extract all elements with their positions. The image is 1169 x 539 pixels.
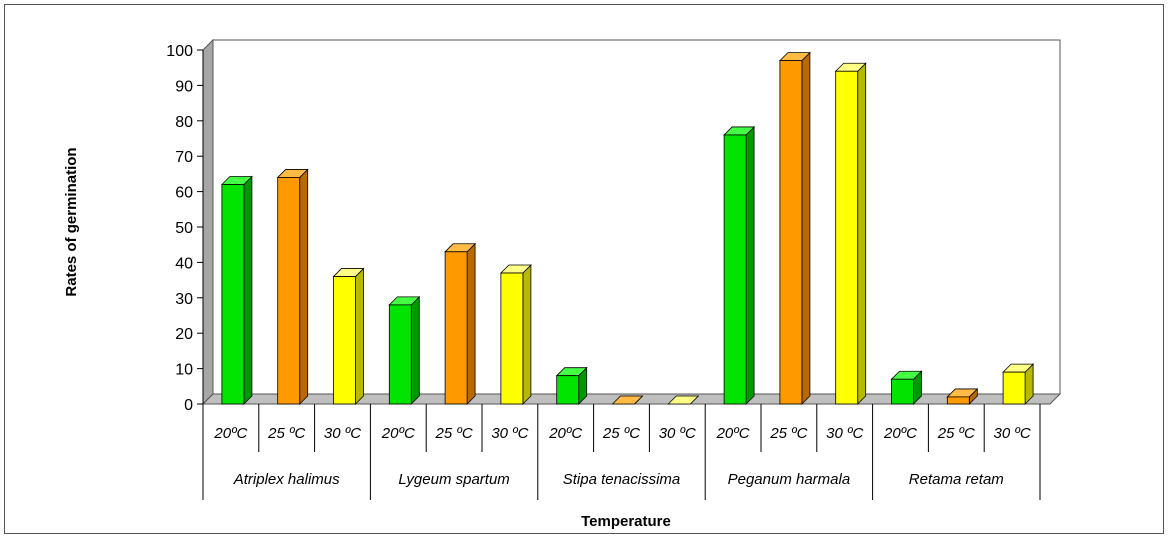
bar-side <box>299 168 309 405</box>
y-tick-label: 10 <box>175 362 193 379</box>
bar <box>834 62 867 405</box>
y-tick-label: 60 <box>175 185 193 202</box>
y-tick-label: 100 <box>166 43 193 60</box>
bar <box>778 51 811 405</box>
bar-front <box>779 60 803 405</box>
temperature-label: 30 ºC <box>659 425 696 442</box>
bar <box>388 295 421 405</box>
temperature-label: 30 ºC <box>826 425 863 442</box>
bar <box>332 267 365 405</box>
temperature-label: 30 ºC <box>994 425 1031 442</box>
bar-front <box>500 272 524 405</box>
bar-front <box>1002 371 1026 405</box>
temperature-label: 25 ºC <box>435 425 473 442</box>
bar-front <box>723 134 747 405</box>
species-label: Atriplex halimus <box>233 471 340 488</box>
bar <box>890 370 923 405</box>
temperature-label: 30 ºC <box>491 425 528 442</box>
temperature-label: 20ºC <box>381 425 415 442</box>
bar-side <box>745 125 755 405</box>
temperature-label: 30 ºC <box>324 425 361 442</box>
temperature-label: 20ºC <box>716 425 750 442</box>
bar <box>276 168 309 405</box>
y-tick-label: 50 <box>175 220 193 237</box>
bar-front <box>556 375 580 405</box>
bar <box>220 175 253 405</box>
species-label: Retama retam <box>909 471 1004 488</box>
species-label: Lygeum spartum <box>398 471 509 488</box>
bar-front <box>388 304 412 405</box>
bar <box>1002 363 1035 405</box>
species-label: Peganum harmala <box>728 471 851 488</box>
temperature-label: 20ºC <box>548 425 582 442</box>
bar-front <box>221 184 245 405</box>
bar-front <box>333 276 356 405</box>
bar <box>444 242 477 405</box>
temperature-label: 25 ºC <box>769 425 807 442</box>
y-tick-label: 40 <box>175 255 193 272</box>
y-tick-label: 90 <box>175 78 193 95</box>
bar-front <box>444 251 468 405</box>
bar-side <box>243 175 253 405</box>
bar-front <box>835 70 859 405</box>
bar <box>555 366 588 405</box>
bar <box>611 395 644 405</box>
bar-top <box>667 395 700 405</box>
bar-front <box>946 396 970 405</box>
temperature-label: 25 ºC <box>267 425 305 442</box>
bar <box>946 387 979 405</box>
y-tick-label: 70 <box>175 149 193 166</box>
bar-side <box>857 62 867 405</box>
species-label: Stipa tenacissima <box>563 471 681 488</box>
bar-side <box>801 51 811 405</box>
y-axis-title: Rates of germination <box>63 147 80 296</box>
bar-front <box>891 378 914 405</box>
bar-front <box>277 177 301 405</box>
x-axis-title: Temperature <box>581 513 671 530</box>
bar <box>667 395 700 405</box>
temperature-label: 25 ºC <box>937 425 975 442</box>
temperature-label: 20ºC <box>213 425 247 442</box>
bar-side <box>522 264 532 405</box>
side-wall <box>202 38 214 406</box>
temperature-label: 20ºC <box>883 425 917 442</box>
y-tick-label: 30 <box>175 291 193 308</box>
temperature-label: 25 ºC <box>602 425 640 442</box>
bar-side <box>466 242 476 405</box>
bar-side <box>355 267 364 405</box>
y-tick-label: 80 <box>175 114 193 131</box>
y-tick-label: 0 <box>184 397 193 414</box>
bar <box>723 125 756 405</box>
y-tick-label: 20 <box>175 326 193 343</box>
bar-top <box>611 395 644 405</box>
bar-side <box>410 295 420 405</box>
bar <box>499 264 532 405</box>
